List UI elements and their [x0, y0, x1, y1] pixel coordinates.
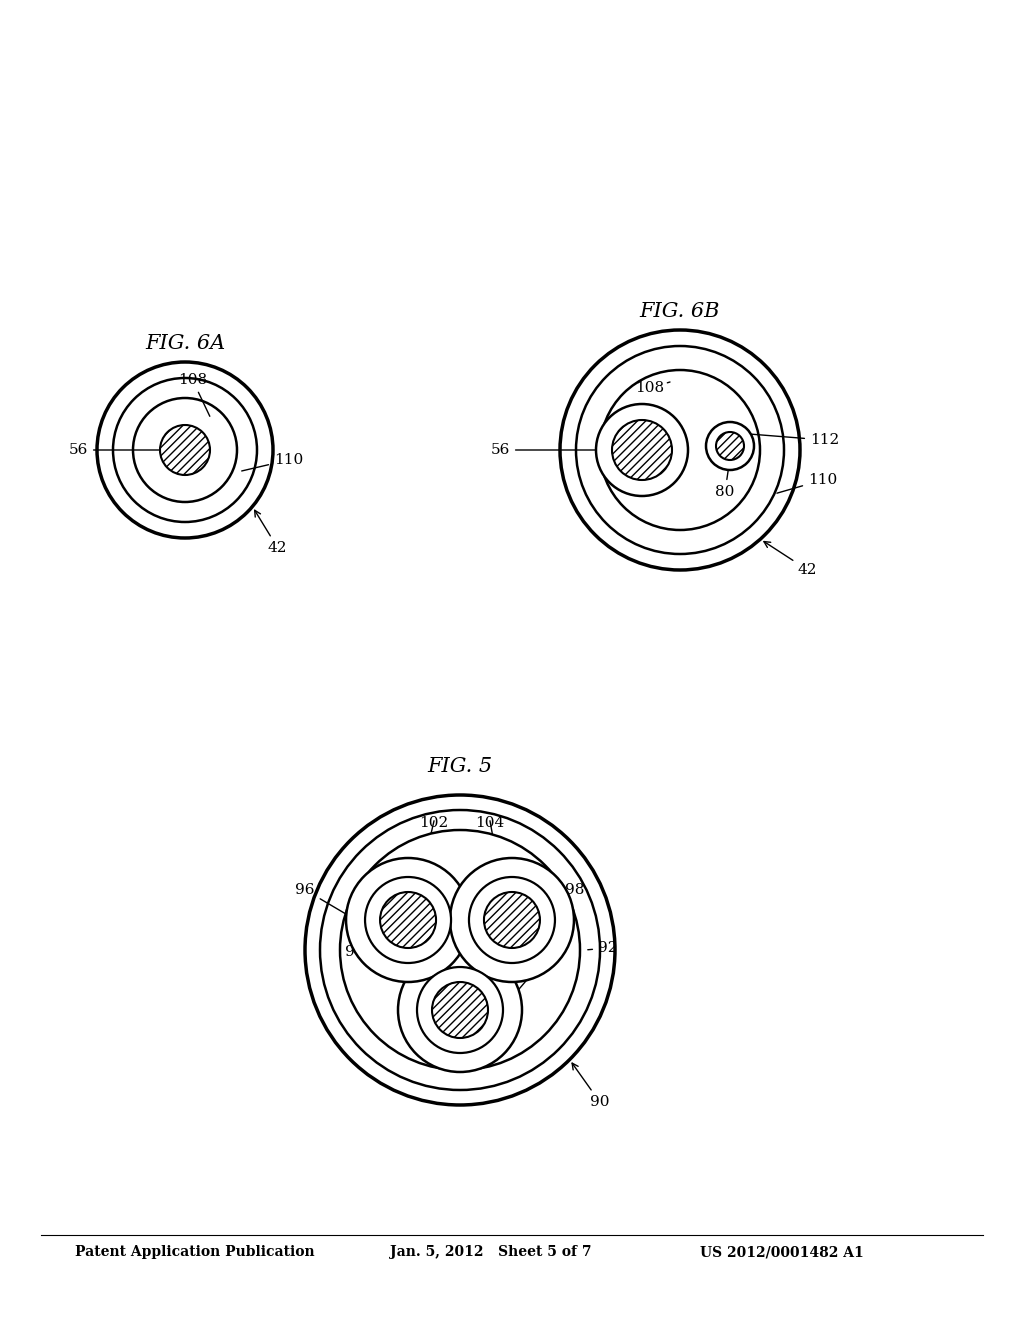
Circle shape — [417, 968, 503, 1053]
Circle shape — [133, 399, 237, 502]
Circle shape — [706, 422, 754, 470]
Text: FIG. 6B: FIG. 6B — [640, 302, 720, 321]
Circle shape — [596, 404, 688, 496]
Text: 56: 56 — [490, 444, 628, 457]
Text: US 2012/0001482 A1: US 2012/0001482 A1 — [700, 1245, 864, 1259]
Text: 42: 42 — [764, 541, 817, 577]
Text: 112: 112 — [752, 433, 840, 447]
Text: 108: 108 — [636, 381, 670, 395]
Circle shape — [600, 370, 760, 531]
Text: 98: 98 — [545, 883, 585, 931]
Circle shape — [612, 420, 672, 480]
Circle shape — [340, 830, 580, 1071]
Text: FIG. 6A: FIG. 6A — [144, 334, 225, 352]
Text: Patent Application Publication: Patent Application Publication — [75, 1245, 314, 1259]
Text: 108: 108 — [178, 374, 210, 416]
Text: 94: 94 — [345, 945, 423, 983]
Text: 96: 96 — [296, 883, 375, 931]
Circle shape — [432, 982, 488, 1038]
Text: 110: 110 — [242, 453, 303, 471]
Text: 92: 92 — [588, 941, 617, 954]
Circle shape — [398, 948, 522, 1072]
Text: 56: 56 — [69, 444, 175, 457]
Circle shape — [716, 432, 744, 459]
Circle shape — [469, 876, 555, 964]
Circle shape — [97, 362, 273, 539]
Circle shape — [113, 378, 257, 521]
Circle shape — [560, 330, 800, 570]
Circle shape — [346, 858, 470, 982]
Circle shape — [380, 892, 436, 948]
Text: 104: 104 — [475, 816, 505, 830]
Text: 90: 90 — [572, 1063, 609, 1109]
Text: 42: 42 — [255, 511, 288, 554]
Circle shape — [319, 810, 600, 1090]
Circle shape — [484, 892, 540, 948]
Text: FIG. 5: FIG. 5 — [427, 756, 493, 776]
Text: 100: 100 — [492, 958, 554, 1020]
Circle shape — [450, 858, 574, 982]
Circle shape — [160, 425, 210, 475]
Text: 102: 102 — [420, 816, 449, 830]
Circle shape — [305, 795, 615, 1105]
Text: 110: 110 — [777, 473, 838, 494]
Circle shape — [365, 876, 451, 964]
Circle shape — [575, 346, 784, 554]
Text: 80: 80 — [716, 461, 734, 499]
Text: Jan. 5, 2012   Sheet 5 of 7: Jan. 5, 2012 Sheet 5 of 7 — [390, 1245, 592, 1259]
